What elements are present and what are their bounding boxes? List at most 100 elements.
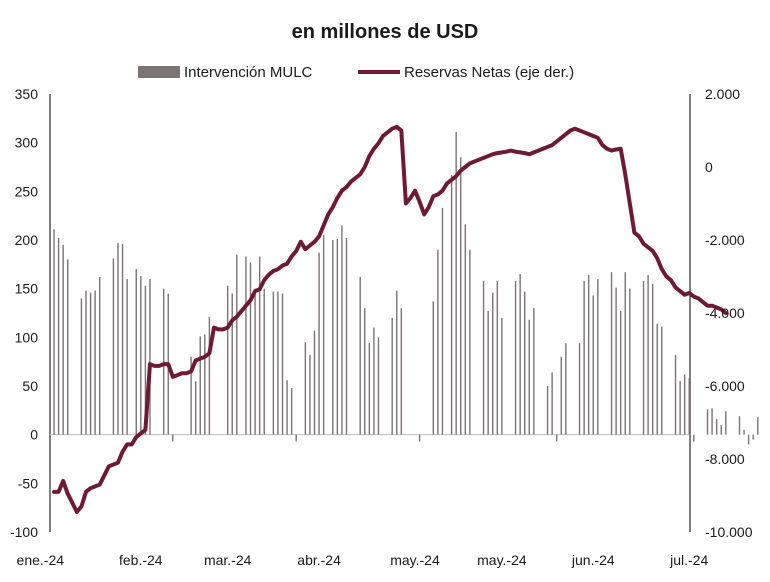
intervention-bar — [738, 416, 741, 435]
intervention-bar — [194, 381, 197, 435]
intervention-bar — [551, 372, 553, 435]
left-tick-label: 200 — [15, 232, 39, 248]
intervention-bar — [683, 374, 686, 435]
intervention-bar — [140, 276, 142, 435]
intervention-bar — [642, 280, 645, 435]
intervention-bar — [482, 280, 485, 435]
intervention-bar — [464, 224, 466, 435]
intervention-bar — [629, 288, 631, 435]
intervention-bar — [364, 308, 366, 435]
intervention-bar — [313, 330, 316, 435]
intervention-bar — [172, 434, 174, 442]
right-tick-label: -6.000 — [705, 378, 745, 394]
intervention-bar — [272, 291, 275, 435]
intervention-bar — [533, 308, 535, 435]
intervention-bar — [290, 387, 293, 435]
intervention-bar — [679, 381, 681, 435]
intervention-bar — [94, 290, 96, 435]
intervention-bar — [519, 274, 521, 435]
intervention-bar — [322, 235, 325, 435]
intervention-bar — [258, 256, 261, 435]
intervention-bar — [546, 386, 549, 435]
intervention-bar — [524, 291, 526, 435]
reserves-line — [52, 124, 728, 514]
intervention-bar — [126, 278, 128, 435]
left-tick-label: 250 — [15, 183, 39, 199]
intervention-bar — [757, 417, 759, 435]
intervention-bar — [295, 434, 297, 442]
intervention-bar — [400, 308, 403, 435]
left-tick-label: 150 — [15, 281, 39, 297]
intervention-bar — [597, 278, 599, 435]
intervention-bar — [62, 244, 64, 435]
intervention-bar — [144, 285, 147, 435]
intervention-bar — [706, 409, 709, 435]
right-tick-label: 0 — [705, 159, 713, 175]
intervention-bar — [651, 283, 654, 435]
intervention-bar — [332, 240, 334, 435]
right-tick-label: -10.000 — [705, 524, 753, 540]
reserves-line-series — [52, 124, 728, 514]
intervention-bar — [560, 356, 562, 435]
legend: Intervención MULC Reservas Netas (eje de… — [138, 64, 574, 81]
tick-labels: 350 300 250 200 150 100 50 0 -50 -100 2.000 0 -2.000… — [10, 86, 753, 568]
right-tick-label: -4.000 — [705, 305, 745, 321]
intervention-bar — [624, 272, 626, 435]
chart-title: en millones de USD — [292, 21, 479, 43]
intervention-bar — [418, 434, 421, 442]
intervention-bar — [432, 301, 435, 435]
intervention-bar — [208, 316, 211, 435]
intervention-bar — [496, 280, 498, 435]
intervention-bar — [89, 292, 92, 435]
intervention-bar — [359, 276, 361, 435]
left-tick-label: -100 — [10, 524, 38, 540]
intervention-bar — [583, 280, 585, 435]
intervention-bar — [318, 252, 320, 435]
intervention-bar — [487, 311, 489, 435]
intervention-bar — [236, 254, 238, 435]
intervention-bar — [121, 243, 124, 435]
intervention-bar — [254, 288, 256, 435]
intervention-bar — [57, 238, 60, 435]
intervention-bar — [391, 317, 393, 435]
intervention-bar — [377, 337, 380, 435]
intervention-bar — [286, 380, 288, 435]
legend-bar-swatch — [138, 66, 180, 78]
x-tick-label: jul.-24 — [669, 552, 708, 568]
left-tick-label: 350 — [15, 86, 39, 102]
intervention-bar — [437, 249, 439, 435]
intervention-bar — [231, 293, 233, 435]
intervention-bar — [396, 290, 398, 435]
right-tick-label: -8.000 — [705, 451, 745, 467]
intervention-bar — [441, 207, 444, 435]
intervention-bar — [556, 434, 558, 442]
intervention-bar — [135, 269, 137, 435]
x-tick-label: mar.-24 — [204, 552, 252, 568]
intervention-bar — [610, 272, 613, 435]
intervention-bar — [619, 311, 622, 435]
intervention-bar — [674, 354, 677, 435]
intervention-bar — [578, 343, 581, 435]
intervention-bar — [720, 424, 722, 435]
x-tick-label: ene.-24 — [17, 552, 65, 568]
x-tick-label: feb.-24 — [119, 552, 163, 568]
intervention-bar — [99, 276, 101, 435]
axes — [49, 94, 691, 532]
intervention-bar — [249, 262, 252, 435]
intervention-bar — [592, 295, 594, 435]
intervention-bar — [501, 317, 503, 435]
left-tick-label: 100 — [15, 329, 39, 345]
intervention-bar — [492, 292, 494, 435]
intervention-bar — [149, 278, 151, 435]
intervention-bar — [615, 287, 617, 435]
intervention-bar — [455, 131, 457, 435]
intervention-bar — [226, 285, 229, 435]
intervention-bar — [715, 419, 718, 435]
intervention-bar — [514, 280, 517, 435]
intervention-bar — [336, 239, 339, 435]
intervention-bar — [747, 434, 750, 445]
left-tick-label: -50 — [18, 475, 38, 491]
legend-bar-label: Intervención MULC — [184, 64, 313, 81]
bars-series — [53, 131, 759, 445]
intervention-bar — [67, 259, 69, 435]
